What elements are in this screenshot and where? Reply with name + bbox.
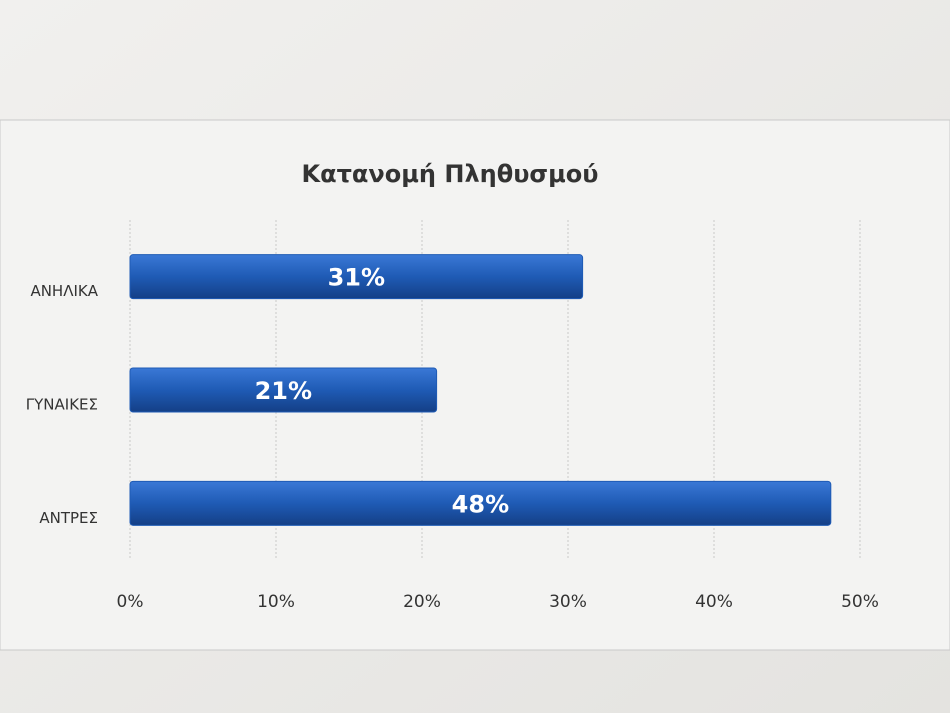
chart-title: Κατανομή Πληθυσμού	[302, 160, 599, 188]
data-label: 21%	[255, 377, 312, 405]
x-tick-label: 10%	[257, 592, 295, 612]
x-tick-label: 50%	[841, 592, 879, 612]
x-tick-label: 40%	[695, 592, 733, 612]
y-tick-label: ΑΝΤΡΕΣ	[39, 509, 98, 527]
y-tick-label: ΓΥΝΑΙΚΕΣ	[26, 396, 98, 414]
x-tick-label: 30%	[549, 592, 587, 612]
data-label: 31%	[328, 264, 385, 292]
bar	[129, 480, 832, 526]
x-tick-label: 20%	[403, 592, 441, 612]
x-tick-label: 0%	[117, 592, 144, 612]
data-label: 48%	[452, 490, 509, 518]
y-tick-label: ΑΝΗΛΙΚΑ	[30, 282, 98, 300]
bar	[129, 367, 438, 413]
bar	[129, 254, 584, 300]
